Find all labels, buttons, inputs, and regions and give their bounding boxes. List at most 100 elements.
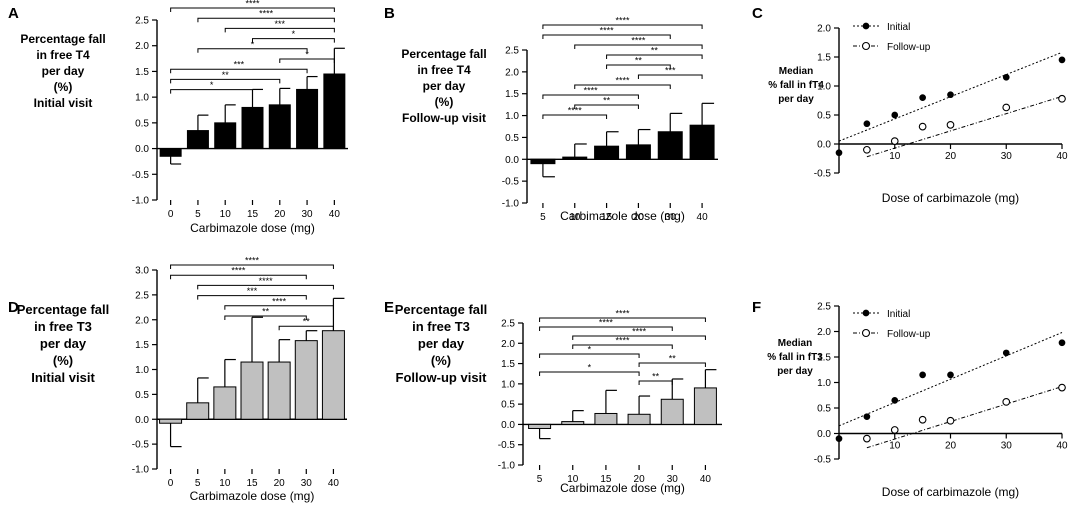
y-axis-title-line: (%) xyxy=(431,353,451,368)
significance-label: **** xyxy=(600,26,615,36)
x-tick-label: 10 xyxy=(889,151,901,162)
panel-letter: C xyxy=(752,5,763,22)
y-tick-label: 0.5 xyxy=(135,390,149,401)
significance-label: * xyxy=(210,80,214,90)
y-axis-title-line: Initial visit xyxy=(31,370,95,385)
x-tick-label: 10 xyxy=(220,209,232,220)
y-axis-title-line: in free T3 xyxy=(34,319,92,334)
x-tick-label: 5 xyxy=(195,478,201,489)
y-tick-label: 2.0 xyxy=(817,24,831,35)
significance-bracket xyxy=(170,68,308,74)
significance-bracket xyxy=(224,315,307,320)
significance-label: **** xyxy=(584,86,599,96)
x-tick-label: 10 xyxy=(889,441,901,452)
y-tick-label: 3.0 xyxy=(135,266,149,277)
significance-bracket xyxy=(170,264,334,269)
x-tick-label: 30 xyxy=(665,212,677,223)
y-axis-title-line: in free T4 xyxy=(36,48,90,62)
significance-bracket xyxy=(197,284,334,290)
bar xyxy=(268,104,291,150)
data-point xyxy=(1002,349,1010,357)
y-axis: -1.0 -0.5 0.0 0.5 1.0 1.5 2.0 2.5 3.0 xyxy=(132,266,158,476)
significance-bracket xyxy=(574,84,671,89)
x-axis-title: Carbimazole dose (mg) xyxy=(190,489,315,503)
y-tick-label: -0.5 xyxy=(132,440,150,451)
x-tick-label: 20 xyxy=(274,478,286,489)
y-axis: -0.5 0.0 0.5 1.0 1.5 2.0 2.5 xyxy=(814,302,840,466)
significance-bracket xyxy=(574,104,639,109)
significance-label: **** xyxy=(615,309,630,319)
legend-label: Follow-up xyxy=(887,329,931,340)
y-tick-label: 0.0 xyxy=(817,429,831,440)
data-point xyxy=(1002,103,1011,112)
significance-label: **** xyxy=(632,327,647,337)
y-axis-title-line: in free T4 xyxy=(417,63,471,77)
significance-bracket xyxy=(170,89,253,94)
data-point xyxy=(863,413,871,421)
significance-label: *** xyxy=(234,60,245,70)
y-tick-label: 0.0 xyxy=(505,155,519,166)
x-tick-label: 40 xyxy=(700,474,712,485)
panel-c: C 10 20 30 40 Dose of carbimazole (mg) Initial… xyxy=(752,5,1068,205)
y-axis-title-line: Initial visit xyxy=(34,96,93,110)
y-tick-label: -1.0 xyxy=(132,196,150,207)
y-tick-label: 1.0 xyxy=(817,378,831,389)
x-tick-label: 40 xyxy=(1056,151,1068,162)
y-tick-label: 1.0 xyxy=(135,365,149,376)
y-axis: -1.0 -0.5 0.0 0.5 1.0 1.5 2.0 2.5 xyxy=(132,16,158,207)
x-tick-label: 10 xyxy=(569,212,581,223)
y-axis-title: Median % fall in fT3 per day xyxy=(767,338,823,377)
bar xyxy=(267,361,291,420)
y-axis-title-line: (%) xyxy=(53,353,73,368)
legend-marker xyxy=(862,22,870,30)
trendline xyxy=(866,386,1063,449)
significance-bracket xyxy=(542,34,671,39)
significance-label: **** xyxy=(631,36,646,46)
bar xyxy=(186,130,209,150)
y-tick-label: 2.5 xyxy=(817,302,831,313)
bar xyxy=(657,131,683,160)
x-tick-label: 5 xyxy=(540,212,546,223)
bar xyxy=(186,402,210,420)
data-point xyxy=(890,137,899,145)
significance-label: *** xyxy=(275,19,286,29)
y-axis-title-line: per day xyxy=(42,64,85,78)
significance-bracket xyxy=(539,353,640,358)
significance-label: **** xyxy=(615,336,630,346)
panel-letter: D xyxy=(8,299,19,316)
bar xyxy=(213,386,237,420)
significance-bracket xyxy=(539,371,640,376)
x-tick-label: 40 xyxy=(1056,441,1068,452)
x-axis-title: Carbimazole dose (mg) xyxy=(190,221,315,235)
y-axis: -1.0 -0.5 0.0 0.5 1.0 1.5 2.0 2.5 xyxy=(502,46,528,210)
significance-label: * xyxy=(251,39,255,49)
y-tick-label: -0.5 xyxy=(502,177,520,188)
y-tick-label: 2.5 xyxy=(501,319,515,330)
legend-marker xyxy=(862,309,870,317)
significance-label: ** xyxy=(635,56,643,66)
data-point xyxy=(1058,94,1066,103)
bar xyxy=(693,387,717,425)
y-tick-label: 2.0 xyxy=(135,315,149,326)
y-axis-title-line: per day xyxy=(40,336,87,351)
significance-label: ** xyxy=(262,307,270,317)
y-tick-label: 2.5 xyxy=(135,290,149,301)
significance-bracket xyxy=(574,44,703,49)
data-point xyxy=(891,111,899,119)
significance-label: **** xyxy=(231,266,246,276)
significance-bracket xyxy=(638,362,706,367)
y-tick-label: 1.5 xyxy=(817,353,831,364)
significance-label: **** xyxy=(259,276,274,286)
x-tick-label: 20 xyxy=(274,209,286,220)
x-tick-label: 15 xyxy=(601,212,613,223)
bar xyxy=(562,156,588,160)
x-tick-label: 40 xyxy=(328,478,340,489)
data-point xyxy=(919,371,926,379)
y-axis: -1.0 -0.5 0.0 0.5 1.0 1.5 2.0 2.5 xyxy=(498,319,524,472)
data-point xyxy=(863,145,871,154)
legend-label: Follow-up xyxy=(887,42,931,53)
significance-bracket xyxy=(224,305,334,310)
significance-bracket xyxy=(197,17,335,23)
